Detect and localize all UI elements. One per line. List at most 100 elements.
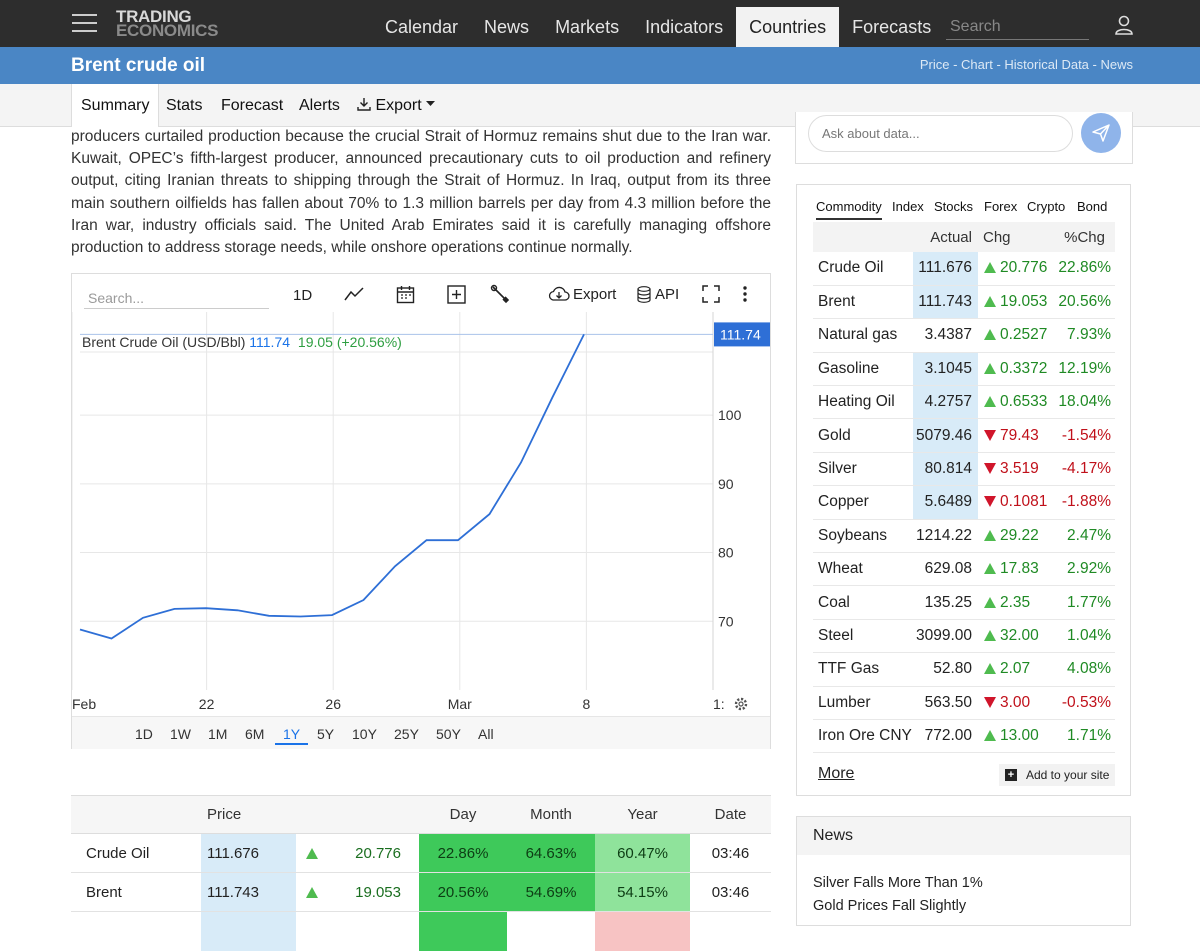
commodity-row[interactable]: Coal 135.25 2.35 1.77% [813, 585, 1115, 620]
commodity-name[interactable]: Wheat [813, 552, 913, 587]
logo[interactable]: TRADING ECONOMICS [116, 7, 219, 40]
user-icon[interactable] [1114, 15, 1134, 35]
commodity-row[interactable]: Lumber 563.50 3.00 -0.53% [813, 686, 1115, 720]
nav-news[interactable]: News [484, 17, 530, 37]
tab-summary[interactable]: Summary [71, 84, 160, 127]
commodity-name[interactable]: Brent [813, 285, 913, 320]
article-text: producers curtailed production because t… [71, 128, 771, 257]
commodity-name[interactable]: Soybeans [813, 519, 913, 554]
chart-search-input[interactable] [84, 287, 269, 309]
range-25y[interactable]: 25Y [394, 726, 419, 742]
commodity-row[interactable]: Brent 111.743 19.053 20.56% [813, 285, 1115, 320]
ask-data-input[interactable] [808, 115, 1073, 152]
nav-markets[interactable]: Markets [555, 17, 620, 37]
commodity-row[interactable]: Soybeans 1214.22 29.22 2.47% [813, 519, 1115, 554]
commodity-name[interactable]: Natural gas [813, 318, 913, 353]
nav-calendar[interactable]: Calendar [385, 17, 459, 37]
commodity-name[interactable]: Silver [813, 452, 913, 487]
title-link-news[interactable]: News [1100, 57, 1133, 72]
tab-alerts[interactable]: Alerts [299, 97, 340, 114]
tab-crypto[interactable]: Crypto [1027, 199, 1066, 214]
commodity-row[interactable]: Steel 3099.00 32.00 1.04% [813, 619, 1115, 654]
tab-stocks[interactable]: Stocks [934, 199, 974, 214]
commodity-name[interactable]: Heating Oil [813, 385, 913, 420]
calendar-icon[interactable] [396, 283, 415, 305]
range-1m[interactable]: 1M [208, 726, 228, 742]
news-item[interactable]: Gold Prices Fall Slightly [813, 898, 967, 914]
commodity-name[interactable]: Crude Oil [813, 252, 913, 286]
more-vertical-icon[interactable] [742, 283, 748, 305]
commodity-row[interactable]: Wheat 629.08 17.83 2.92% [813, 552, 1115, 587]
commodity-name[interactable]: Copper [813, 485, 913, 520]
site-search-input[interactable] [946, 14, 1089, 40]
commodity-name[interactable]: TTF Gas [813, 652, 913, 687]
commodity-name[interactable]: Gasoline [813, 352, 913, 387]
commodity-pct-change: 2.92% [1050, 552, 1115, 587]
row-name[interactable]: Crude Oil [71, 833, 201, 873]
up-arrow-icon [984, 262, 996, 274]
commodity-row[interactable]: Crude Oil 111.676 20.776 22.86% [813, 252, 1115, 286]
range-5y[interactable]: 5Y [317, 726, 335, 742]
nav-indicators[interactable]: Indicators [645, 17, 724, 37]
tab-forecast[interactable]: Forecast [221, 97, 284, 114]
api-button[interactable]: API [637, 283, 679, 305]
nav-countries[interactable]: Countries [736, 7, 840, 47]
range-all[interactable]: All [478, 726, 494, 742]
commodity-row[interactable]: Silver 80.814 3.519 -4.17% [813, 452, 1115, 487]
tab-forex[interactable]: Forex [984, 199, 1018, 214]
row-name[interactable]: Brent [71, 872, 201, 912]
logo-line-1: TRADING [116, 7, 192, 26]
more-link[interactable]: More [818, 765, 855, 782]
line-chart-icon[interactable] [344, 283, 364, 305]
up-arrow-icon [984, 362, 996, 374]
range-1w[interactable]: 1W [170, 726, 191, 742]
title-link-chart[interactable]: Chart [961, 57, 993, 72]
send-button[interactable] [1081, 113, 1121, 153]
range-10y[interactable]: 10Y [352, 726, 377, 742]
range-1d[interactable]: 1D [135, 726, 153, 742]
tab-index[interactable]: Index [892, 199, 924, 214]
export-chart-button[interactable]: Export [548, 283, 616, 305]
commodity-row[interactable]: Gasoline 3.1045 0.3372 12.19% [813, 352, 1115, 387]
export-label: Export [375, 97, 422, 114]
fullscreen-icon[interactable] [702, 283, 720, 305]
commodity-row[interactable]: Copper 5.6489 0.1081 -1.88% [813, 485, 1115, 520]
top-nav: TRADING ECONOMICS Calendar News Markets … [0, 0, 1200, 47]
commodity-row[interactable]: Iron Ore CNY 772.00 13.00 1.71% [813, 719, 1115, 754]
tab-bond[interactable]: Bond [1077, 199, 1108, 214]
table-row[interactable]: Brent 111.743 19.053 20.56% 54.69% 54.15… [71, 872, 771, 912]
logo-line-2: ECONOMICS [116, 21, 219, 40]
wrench-icon[interactable] [490, 283, 510, 305]
commodity-name[interactable]: Lumber [813, 686, 913, 720]
range-1y[interactable]: 1Y [275, 726, 309, 745]
chart-settings-icon[interactable] [734, 697, 748, 711]
tab-commodity[interactable]: Commodity [816, 199, 882, 220]
tab-export[interactable]: Export [357, 84, 436, 127]
add-to-site-button[interactable]: + Add to your site [999, 764, 1115, 786]
commodity-name[interactable]: Steel [813, 619, 913, 654]
commodity-change: 0.3372 [1000, 359, 1048, 377]
up-arrow-icon [306, 848, 318, 859]
menu-icon[interactable] [72, 14, 97, 34]
table-row[interactable]: Crude Oil 111.676 20.776 22.86% 64.63% 6… [71, 833, 771, 873]
title-link-price[interactable]: Price [919, 57, 950, 72]
tab-stats[interactable]: Stats [166, 97, 203, 114]
range-6m[interactable]: 6M [245, 726, 265, 742]
row-partial [595, 911, 690, 951]
commodity-row[interactable]: TTF Gas 52.80 2.07 4.08% [813, 652, 1115, 687]
commodity-name[interactable]: Coal [813, 585, 913, 620]
compare-add-icon[interactable] [447, 283, 466, 305]
commodity-name[interactable]: Gold [813, 418, 913, 453]
commodity-name[interactable]: Iron Ore CNY [813, 719, 913, 754]
commodity-row[interactable]: Gold 5079.46 79.43 -1.54% [813, 418, 1115, 453]
chart-interval-button[interactable]: 1D [293, 286, 313, 304]
title-link-historical[interactable]: Historical Data [1004, 57, 1089, 72]
nav-forecasts[interactable]: Forecasts [852, 17, 932, 37]
commodity-row[interactable]: Natural gas 3.4387 0.2527 7.93% [813, 318, 1115, 353]
last-value-label: 111.74 [720, 326, 761, 342]
up-arrow-icon [984, 529, 996, 541]
commodity-row[interactable]: Heating Oil 4.2757 0.6533 18.04% [813, 385, 1115, 420]
commodity-change-cell: 2.07 [978, 652, 1050, 687]
range-50y[interactable]: 50Y [436, 726, 461, 742]
news-item[interactable]: Silver Falls More Than 1% [813, 875, 983, 891]
